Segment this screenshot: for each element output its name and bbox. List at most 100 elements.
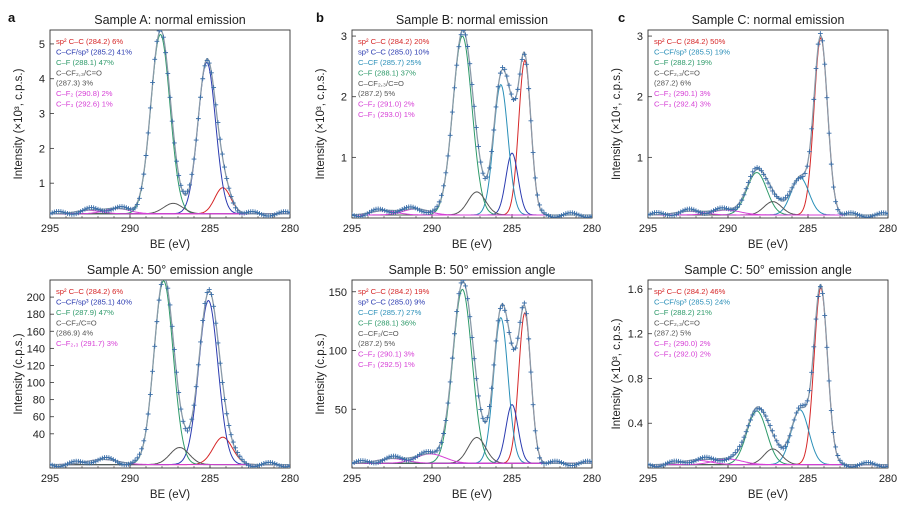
data-point [844, 463, 849, 468]
data-point [189, 416, 195, 422]
data-point [449, 109, 455, 115]
data-point [211, 85, 217, 90]
data-point [141, 438, 147, 444]
data-point [134, 455, 140, 461]
legend-name: sp² C–C [654, 287, 682, 296]
data-point [515, 86, 521, 92]
data-point [589, 213, 592, 218]
data-point [745, 180, 751, 185]
y-axis-label: Intensity (×10⁴, c.p.s.) [611, 68, 623, 180]
data-point [704, 210, 710, 216]
data-point [213, 102, 219, 108]
legend-value: (284.2) 19% [386, 287, 430, 296]
x-axis-label: BE (eV) [452, 239, 492, 251]
data-point [667, 459, 673, 465]
data-point [530, 402, 536, 408]
data-point [741, 192, 747, 198]
y-tick-label: 1 [341, 152, 347, 164]
legend-entry: C–CF/sp³ (285.1) 40% [56, 298, 132, 307]
y-tick-label: 60 [33, 412, 45, 424]
panel-title: Sample C: normal emission [692, 13, 845, 27]
x-axis-label: BE (eV) [748, 239, 788, 251]
legend-name: C–CF/sp³ [56, 48, 89, 57]
data-point [145, 130, 151, 136]
legend-value: (287.2) 5% [358, 339, 395, 348]
y-tick-label: 160 [27, 326, 45, 338]
data-point [65, 211, 70, 216]
data-point [874, 211, 880, 217]
data-point [228, 432, 234, 438]
data-point [561, 461, 567, 466]
y-tick-label: 50 [335, 404, 347, 416]
data-point [769, 428, 775, 434]
data-point [399, 207, 405, 212]
data-point [537, 455, 543, 461]
data-point [828, 408, 834, 413]
data-point [800, 402, 806, 408]
data-point [874, 462, 880, 468]
data-point [859, 461, 865, 467]
data-point [150, 80, 155, 85]
legend-entry: C–F (288.1) 37% [358, 69, 416, 78]
data-point [855, 211, 860, 217]
data-point [224, 411, 230, 417]
data-point [393, 453, 399, 459]
legend-value: (287.2) 5% [654, 329, 691, 338]
data-point [143, 153, 149, 158]
data-point [855, 463, 860, 468]
data-point [58, 209, 64, 214]
data-point [139, 446, 145, 452]
axes-frame [647, 279, 889, 469]
data-point [876, 210, 882, 216]
data-point [458, 280, 464, 286]
data-point [796, 405, 801, 411]
data-point [51, 209, 57, 215]
legend-name: C–F₂ [358, 100, 375, 109]
data-point [807, 149, 812, 155]
data-point [796, 176, 801, 182]
x-tick-label: 295 [41, 223, 59, 235]
data-point [445, 153, 451, 159]
data-point [721, 457, 727, 463]
y-axis-label: Intensity (×10³, c.p.s.) [13, 68, 25, 179]
x-tick-label: 295 [41, 473, 59, 485]
x-tick-label: 290 [719, 473, 737, 485]
panel-letter: a [8, 10, 16, 25]
data-point [870, 461, 876, 466]
data-point [828, 161, 834, 167]
data-point [767, 184, 773, 190]
legend-name: sp² C–C [358, 37, 386, 46]
data-point [371, 207, 377, 213]
data-point [204, 290, 210, 296]
data-point [872, 461, 878, 467]
data-point [108, 207, 114, 213]
y-tick-label: 140 [27, 343, 45, 355]
data-point [436, 199, 442, 205]
data-point [648, 212, 651, 218]
data-point [195, 116, 201, 122]
legend-name: C–F [56, 58, 71, 67]
legend-value: (285.7) 25% [378, 58, 422, 67]
legend-value: (291.0) 2% [375, 100, 415, 109]
data-point [449, 355, 455, 361]
data-point [754, 165, 760, 170]
legend-name: sp³ C–C [358, 298, 386, 307]
data-point [648, 462, 653, 468]
legend-entry: sp² C–C (284.2) 50% [654, 37, 726, 46]
data-point [456, 44, 462, 50]
data-point [515, 335, 521, 341]
data-point [397, 455, 403, 461]
data-point [850, 464, 856, 468]
y-tick-label: 1 [39, 178, 45, 190]
data-point [110, 206, 116, 212]
data-point [191, 156, 197, 162]
data-point [439, 192, 444, 198]
data-point [804, 398, 810, 404]
component-peak [352, 152, 592, 216]
data-point [649, 210, 655, 216]
data-point [193, 384, 199, 390]
data-point [50, 210, 55, 216]
data-point [759, 168, 764, 174]
data-point [561, 212, 567, 217]
data-point [384, 208, 390, 214]
